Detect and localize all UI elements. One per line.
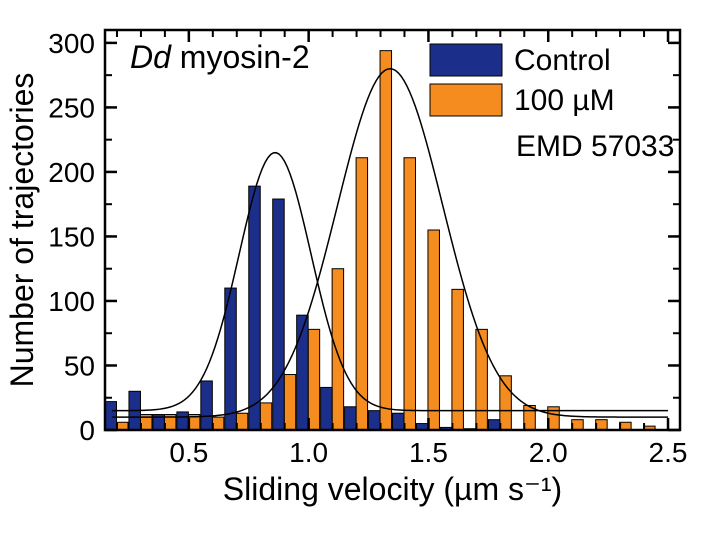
bar — [488, 420, 500, 430]
bar — [332, 269, 344, 430]
bar — [177, 412, 189, 430]
chart-container: { "chart": { "type": "histogram", "width… — [0, 0, 722, 542]
x-tick-label: 1.5 — [409, 437, 448, 468]
y-tick-label: 100 — [48, 286, 95, 317]
bar — [212, 417, 224, 430]
x-axis-label: Sliding velocity (µm s⁻¹) — [223, 471, 562, 507]
chart-title: Dd myosin-2 — [130, 39, 310, 75]
bar — [393, 413, 405, 430]
x-tick-label: 0.5 — [169, 437, 208, 468]
bar — [572, 420, 584, 430]
bar — [273, 199, 285, 430]
x-tick-label: 2.5 — [649, 437, 688, 468]
bar — [369, 411, 381, 430]
bar — [476, 329, 488, 430]
y-tick-label: 250 — [48, 92, 95, 123]
bar — [404, 158, 416, 430]
bar — [500, 376, 512, 430]
legend-label-control: Control — [514, 44, 611, 77]
bar — [249, 186, 261, 430]
bar — [380, 51, 392, 430]
legend-label-emd-line1: 100 µM — [514, 84, 615, 117]
x-tick-label: 1.0 — [289, 437, 328, 468]
bar — [321, 387, 333, 430]
y-tick-label: 150 — [48, 221, 95, 252]
bar — [596, 420, 608, 430]
bar — [105, 402, 117, 430]
y-tick-label: 300 — [48, 28, 95, 59]
y-axis-label: Number of trajectories — [4, 73, 40, 388]
bar — [428, 230, 440, 430]
y-tick-label: 200 — [48, 157, 95, 188]
bar — [308, 329, 320, 430]
legend-swatch-emd — [430, 84, 502, 116]
y-tick-label: 0 — [79, 415, 95, 446]
legend-swatch-control — [430, 44, 502, 76]
bar — [345, 407, 357, 430]
x-tick-label: 2.0 — [529, 437, 568, 468]
legend-label-emd-line2: EMD 57033 — [516, 130, 674, 163]
bar — [452, 289, 464, 430]
bar — [201, 381, 213, 430]
bar — [284, 375, 296, 430]
bar — [236, 413, 248, 430]
bar — [297, 315, 309, 430]
y-tick-label: 50 — [64, 350, 95, 381]
bar — [260, 403, 272, 430]
histogram-chart: 0.5 1.0 1.5 2.0 2.5 0 50 100 150 200 250 300 Sliding… — [0, 0, 722, 542]
bar — [356, 158, 368, 430]
